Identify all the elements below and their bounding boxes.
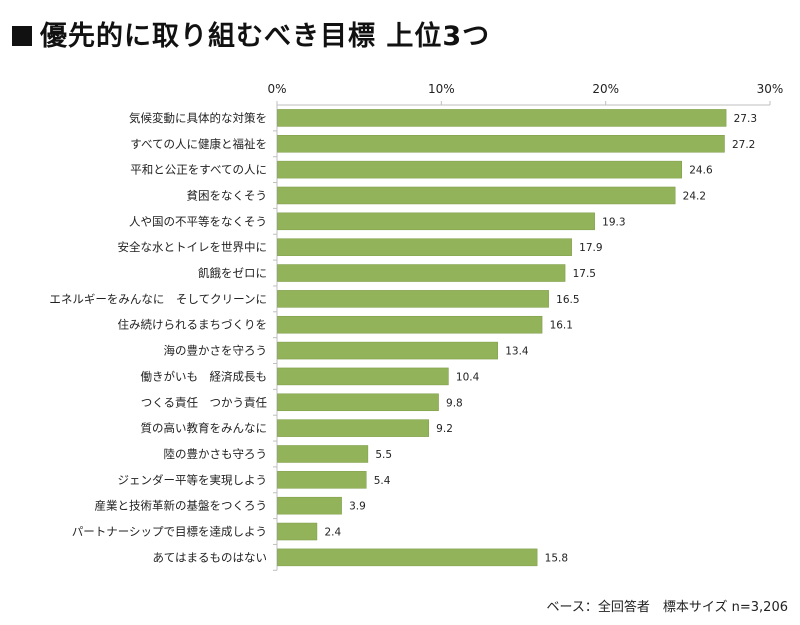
base-sample-note: ベース：全回答者 標本サイズ n=3,206 xyxy=(546,600,788,615)
category-label: あてはまるものはない xyxy=(152,550,267,564)
x-tick-label: 20% xyxy=(592,82,619,96)
category-label: 質の高い教育をみんなに xyxy=(141,421,268,435)
value-label: 19.3 xyxy=(602,216,625,228)
x-tick-label: 30% xyxy=(757,82,784,96)
category-label: 働きがいも 経済成長も xyxy=(141,369,268,383)
category-label: ジェンダー平等を実現しよう xyxy=(118,473,268,487)
bar xyxy=(277,160,683,179)
value-label: 9.2 xyxy=(436,423,453,435)
bar xyxy=(277,264,566,282)
value-label: 13.4 xyxy=(505,346,529,358)
category-label: 陸の豊かさも守ろう xyxy=(164,447,268,461)
value-label: 10.4 xyxy=(456,371,480,383)
bar xyxy=(277,315,543,334)
bar xyxy=(277,445,369,463)
value-label: 3.9 xyxy=(349,501,366,513)
value-label: 27.3 xyxy=(734,113,757,125)
value-label: 17.5 xyxy=(573,268,596,280)
bars: 気候変動に具体的な対策を 27.3 すべての人に健康と福祉を 27.2 平和と公正をすべ… xyxy=(49,109,757,571)
bar xyxy=(277,471,367,489)
category-label: 人や国の不平等をなくそう xyxy=(129,214,267,228)
category-label: エネルギーをみんなに そしてクリーンに xyxy=(49,292,267,306)
bar xyxy=(277,186,676,205)
square-bullet-icon xyxy=(12,26,32,46)
value-label: 27.2 xyxy=(732,139,755,151)
category-label: パートナーシップで目標を達成しよう xyxy=(72,525,267,539)
category-label: 産業と技術革新の基盤をつくろう xyxy=(95,499,268,513)
value-label: 16.5 xyxy=(556,294,579,306)
category-label: 住み続けられるまちづくりを xyxy=(118,318,268,332)
category-label: つくる責任 つかう責任 xyxy=(141,395,268,409)
bar xyxy=(277,548,538,567)
x-tick-label: 0% xyxy=(267,82,286,96)
category-label: 貧困をなくそう xyxy=(187,188,268,202)
bar xyxy=(277,290,549,308)
bar xyxy=(277,393,439,412)
bar xyxy=(277,367,449,386)
chart-title: 優先的に取り組むべき目標 上位3つ xyxy=(12,14,490,53)
value-label: 9.8 xyxy=(446,397,463,409)
bar xyxy=(277,341,498,360)
value-label: 17.9 xyxy=(579,242,602,254)
category-label: 海の豊かさを守ろう xyxy=(164,344,268,358)
value-label: 5.4 xyxy=(374,475,391,487)
bar xyxy=(277,496,342,515)
value-label: 24.6 xyxy=(689,165,713,177)
bar xyxy=(277,212,595,231)
category-label: 平和と公正をすべての人に xyxy=(130,163,267,177)
bar xyxy=(277,522,318,541)
value-label: 2.4 xyxy=(324,527,341,539)
value-label: 24.2 xyxy=(683,190,706,202)
category-label: 飢餓をゼロに xyxy=(198,266,267,280)
bar xyxy=(277,109,727,127)
category-label: 気候変動に具体的な対策を xyxy=(129,111,267,125)
value-label: 15.8 xyxy=(545,552,568,564)
x-tick-label: 10% xyxy=(428,82,455,96)
value-label: 5.5 xyxy=(375,449,392,461)
chart-title-text: 優先的に取り組むべき目標 上位3つ xyxy=(40,21,491,52)
category-label: すべての人に健康と福祉を xyxy=(130,137,267,151)
bar xyxy=(277,238,572,256)
value-label: 16.1 xyxy=(550,320,573,332)
bar xyxy=(277,419,429,437)
category-label: 安全な水とトイレを世界中に xyxy=(118,240,268,254)
bar xyxy=(277,135,725,153)
